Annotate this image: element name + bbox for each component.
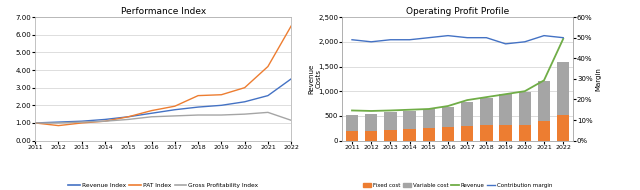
- Bar: [480, 98, 493, 125]
- Bar: [538, 81, 550, 121]
- Bar: [480, 125, 493, 141]
- Title: Operating Profit Profile: Operating Profit Profile: [406, 7, 509, 16]
- Bar: [365, 114, 378, 131]
- Legend: Revenue Index, PAT Index, Gross Profitability Index: Revenue Index, PAT Index, Gross Profitab…: [66, 180, 260, 190]
- Bar: [422, 128, 435, 141]
- Bar: [518, 125, 531, 141]
- Bar: [365, 131, 378, 141]
- Y-axis label: Margin: Margin: [595, 67, 602, 91]
- Bar: [499, 94, 512, 125]
- Bar: [442, 107, 454, 127]
- Bar: [403, 129, 416, 141]
- Bar: [557, 115, 570, 141]
- Bar: [384, 130, 397, 141]
- Y-axis label: Revenue
Costs: Revenue Costs: [308, 64, 322, 94]
- Bar: [461, 126, 474, 141]
- Bar: [461, 102, 474, 126]
- Bar: [384, 112, 397, 130]
- Bar: [346, 131, 358, 141]
- Bar: [346, 115, 358, 131]
- Bar: [538, 121, 550, 141]
- Bar: [442, 127, 454, 141]
- Bar: [499, 125, 512, 141]
- Legend: Fixed cost, Variable cost, Revenue, Contribution margin: Fixed cost, Variable cost, Revenue, Cont…: [361, 180, 554, 190]
- Bar: [557, 62, 570, 115]
- Title: Performance Index: Performance Index: [120, 7, 206, 16]
- Bar: [422, 109, 435, 128]
- Bar: [403, 111, 416, 129]
- Bar: [518, 92, 531, 125]
